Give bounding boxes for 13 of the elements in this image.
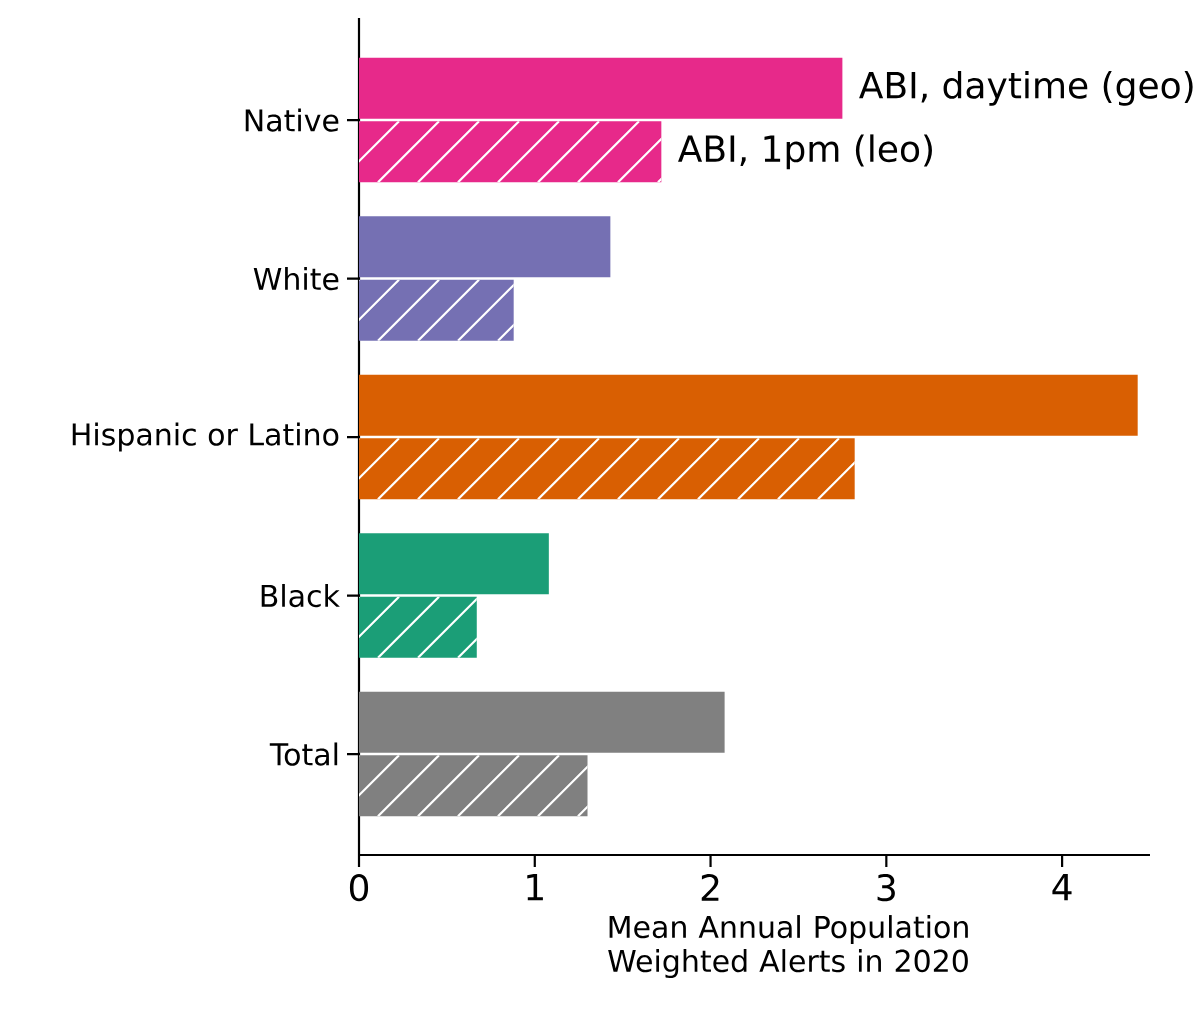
y-tick-label: Hispanic or Latino xyxy=(72,422,339,452)
x-tick-label: 1 xyxy=(527,874,543,901)
series-label: ABI, 1pm (leo) xyxy=(678,134,932,170)
x-tick-label: 2 xyxy=(701,874,719,901)
x-tick-label: 3 xyxy=(877,874,895,902)
y-tick-label: Total xyxy=(269,742,338,766)
series-label: ABI, daytime (geo) xyxy=(859,70,1193,106)
x-tick-label: 0 xyxy=(349,874,369,902)
x-axis-title: Mean Annual Population Weighted Alerts in 2020 xyxy=(608,915,968,979)
y-tick-label: Black xyxy=(261,583,340,608)
x-tick-label: 4 xyxy=(1052,874,1072,901)
y-tick-label: White xyxy=(253,266,339,291)
y-tick-label: Native xyxy=(245,108,339,132)
